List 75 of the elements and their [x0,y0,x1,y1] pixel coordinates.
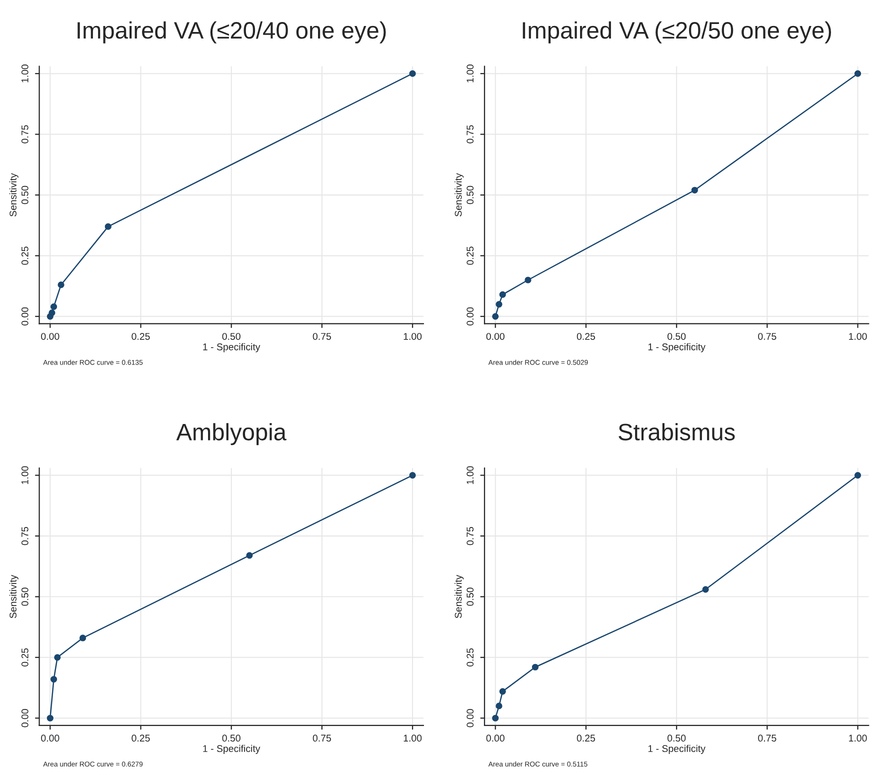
y-tick-label: 1.00 [466,466,474,484]
y-tick-label: 0.75 [466,526,474,546]
point [854,472,862,479]
point [524,276,532,284]
y-tick-label: 0.00 [466,307,474,326]
point [496,300,502,308]
point [246,552,253,559]
x-tick-label: 1.00 [849,734,867,742]
point [702,586,709,593]
x-axis-title: 1 - Specificity [203,744,260,754]
chart-title: Impaired VA (≤20/40 one eye) [78,21,386,44]
y-tick-label: 0.50 [21,588,28,606]
y-tick-label: 0.25 [21,648,28,666]
y-tick-label: 0.25 [21,246,28,265]
x-tick-label: 0.50 [222,332,240,340]
x-tick-label: 0.50 [667,734,686,742]
chart-title: Strabismus [618,423,735,440]
y-tick-label: 0.50 [466,588,474,606]
point [492,714,499,722]
point [496,702,502,710]
x-axis-title: 1 - Specificity [648,343,706,352]
x-tick-label: 0.00 [486,332,504,340]
y-tick-label: 0.50 [466,186,474,204]
y-tick-label: 0.25 [466,246,474,265]
point [50,676,58,683]
point [46,714,54,722]
chart-title: Amblyopia [176,423,286,446]
x-tick-label: 1.00 [404,332,422,340]
x-tick-label: 0.00 [41,734,60,742]
y-tick-label: 0.75 [21,125,28,144]
y-axis-title: Sensitivity [9,574,18,618]
point [104,223,112,230]
point [532,664,539,670]
x-tick-label: 0.25 [576,734,596,742]
y-axis-title: Sensitivity [9,173,18,216]
point [79,634,86,642]
x-tick-label: 0.00 [41,332,60,340]
y-axis-title: Sensitivity [454,173,464,216]
point [54,654,61,661]
x-axis-title: 1 - Specificity [648,744,706,754]
x-tick-label: 1.00 [404,734,422,742]
point [499,291,506,298]
point [691,186,698,194]
x-tick-label: 0.50 [667,332,686,340]
y-tick-label: 0.50 [21,186,28,204]
point [492,313,499,320]
point [48,309,56,316]
point [499,688,506,695]
y-tick-label: 0.00 [21,307,28,326]
y-tick-label: 0.75 [21,526,28,546]
x-tick-label: 0.25 [132,332,150,340]
point [58,282,64,288]
x-tick-label: 0.25 [576,332,596,340]
x-tick-label: 0.25 [132,734,150,742]
x-tick-label: 0.75 [758,332,776,340]
x-tick-label: 0.75 [312,332,331,340]
point [50,303,58,310]
point [409,70,416,77]
y-tick-label: 0.00 [21,709,28,728]
y-tick-label: 1.00 [21,466,28,484]
x-tick-label: 0.75 [312,734,331,742]
y-tick-label: 1.00 [466,64,474,82]
point [409,472,416,479]
y-axis-title: Sensitivity [454,574,464,618]
y-tick-label: 0.75 [466,125,474,144]
x-tick-label: 1.00 [849,332,867,340]
point [854,70,862,77]
x-tick-label: 0.00 [486,734,504,742]
x-tick-label: 0.75 [758,734,776,742]
y-tick-label: 0.00 [466,709,474,728]
x-tick-label: 0.50 [222,734,240,742]
y-tick-label: 1.00 [21,64,28,82]
y-tick-label: 0.25 [466,648,474,666]
x-axis-title: 1 - Specificity [203,343,260,352]
chart-title: Impaired VA (≤20/50 one eye) [522,21,832,44]
